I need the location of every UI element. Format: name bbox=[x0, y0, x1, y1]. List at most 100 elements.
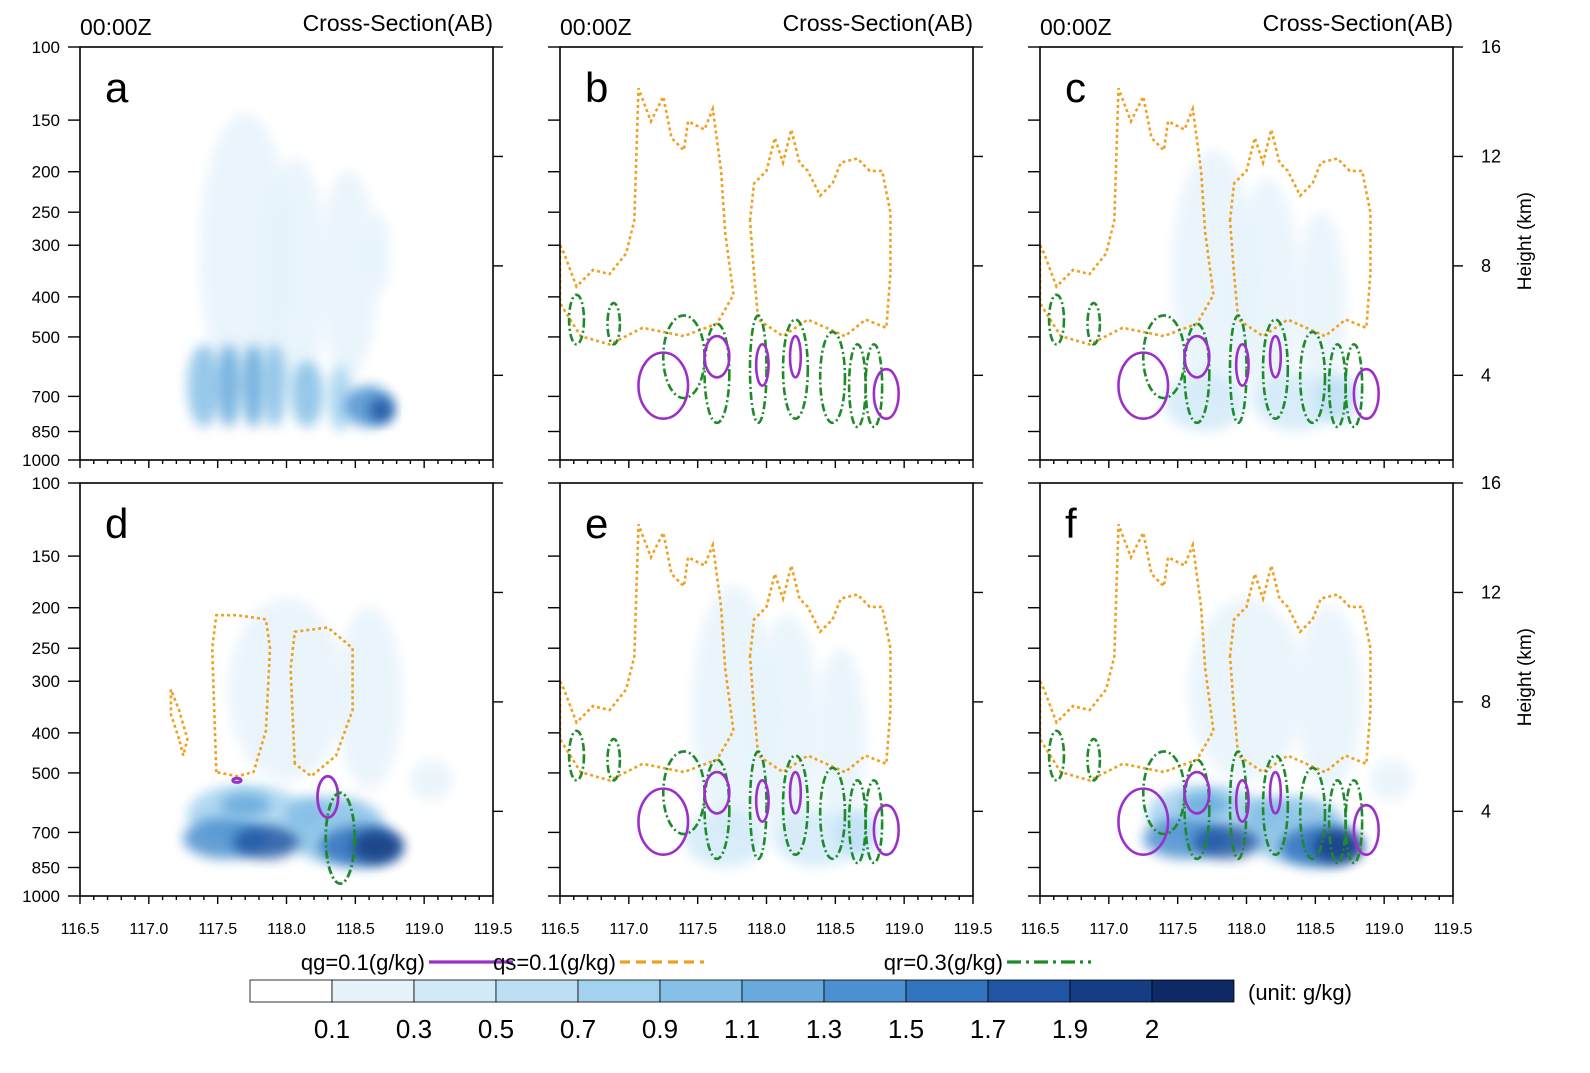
qr-contour bbox=[1086, 737, 1102, 782]
shading-patch bbox=[369, 398, 394, 423]
x-tick-label: 117.0 bbox=[1089, 921, 1128, 938]
colorbar-cell bbox=[823, 979, 907, 1003]
qr-contour bbox=[1344, 779, 1364, 865]
shading-patch bbox=[1188, 598, 1305, 781]
panel-label: d bbox=[105, 500, 128, 547]
colorbar-level-label: 1.5 bbox=[888, 1014, 924, 1044]
qr-contour bbox=[781, 754, 810, 857]
pressure-tick-label: 700 bbox=[32, 823, 60, 842]
qr-contour bbox=[1047, 293, 1066, 346]
qr-contour bbox=[1261, 754, 1290, 857]
legend-label: qr=0.3(g/kg) bbox=[884, 950, 1003, 975]
colorbar-cell bbox=[987, 979, 1071, 1003]
qs-contour bbox=[1040, 87, 1215, 346]
qr-contour bbox=[1261, 318, 1290, 421]
colorbar-level-label: 0.9 bbox=[642, 1014, 678, 1044]
colorbar-level-label: 0.1 bbox=[314, 1014, 350, 1044]
pressure-tick-label: 300 bbox=[32, 236, 60, 255]
height-tick-label: 16 bbox=[1481, 37, 1501, 57]
panel-label: f bbox=[1065, 500, 1077, 547]
panel-plot-area bbox=[169, 598, 452, 886]
qr-contour bbox=[818, 766, 847, 861]
shading-patch bbox=[261, 158, 328, 390]
qr-contour bbox=[606, 301, 622, 346]
qg-contour bbox=[231, 776, 243, 784]
shading-patch bbox=[216, 344, 242, 427]
x-tick-label: 116.5 bbox=[61, 921, 100, 938]
pressure-tick-label: 400 bbox=[32, 724, 60, 743]
shading-patch bbox=[232, 825, 299, 859]
shading-patch bbox=[410, 759, 452, 802]
panel-plot-area bbox=[560, 87, 900, 429]
section-title: Cross-Section(AB) bbox=[303, 10, 493, 36]
shading-patch bbox=[290, 360, 324, 427]
pressure-tick-label: 300 bbox=[32, 672, 60, 691]
shading-patch bbox=[327, 365, 353, 432]
qr-contour bbox=[1298, 766, 1327, 861]
qg-contour bbox=[703, 334, 731, 379]
colorbar-level-label: 1.3 bbox=[806, 1014, 842, 1044]
panel-plot-area bbox=[1040, 523, 1412, 868]
x-tick-label: 119.5 bbox=[954, 921, 993, 938]
x-tick-label: 118.0 bbox=[747, 921, 786, 938]
x-tick-label: 116.5 bbox=[541, 921, 580, 938]
qs-contour bbox=[1228, 565, 1372, 774]
colorbar-cell bbox=[577, 979, 661, 1003]
colorbar: 0.1 0.3 0.5 0.7 0.9 1.1 1.3 1.5 1.7 1.9 2 (unit: g/… bbox=[249, 979, 1352, 1044]
time-label: 00:00Z bbox=[80, 14, 152, 40]
colorbar-cell bbox=[741, 979, 825, 1003]
panel-plot-area bbox=[187, 113, 394, 432]
x-tick-label: 118.5 bbox=[816, 921, 855, 938]
shading-patch bbox=[241, 344, 266, 427]
x-tick-label: 119.5 bbox=[474, 921, 513, 938]
height-axis-title: Height (km) bbox=[1515, 192, 1536, 290]
x-tick-label: 118.0 bbox=[1227, 921, 1266, 938]
shading-patch bbox=[1192, 825, 1259, 859]
colorbar-level-label: 1.9 bbox=[1052, 1014, 1088, 1044]
qr-contour bbox=[1183, 758, 1211, 861]
panel-label: e bbox=[585, 500, 608, 547]
shading-patch bbox=[774, 809, 858, 868]
panel-plot-area bbox=[560, 523, 900, 868]
pressure-tick-label: 100 bbox=[32, 474, 60, 493]
panel-label: b bbox=[585, 64, 608, 111]
panel-label: c bbox=[1065, 64, 1086, 111]
x-tick-label: 119.0 bbox=[885, 921, 924, 938]
shading-patch bbox=[1254, 373, 1338, 432]
pressure-tick-label: 100 bbox=[32, 38, 60, 57]
qs-contour bbox=[1228, 129, 1372, 338]
qg-contour bbox=[872, 803, 900, 856]
panel-plot-area bbox=[1040, 87, 1380, 432]
time-label: 00:00Z bbox=[1040, 14, 1112, 40]
qs-contour bbox=[748, 129, 892, 338]
qg-contour bbox=[1234, 779, 1250, 823]
colorbar-level-label: 0.3 bbox=[396, 1014, 432, 1044]
shading-patch bbox=[220, 792, 270, 818]
shading-patch bbox=[1246, 796, 1288, 830]
qr-contour bbox=[606, 737, 622, 782]
colorbar-cell bbox=[249, 979, 333, 1003]
pressure-tick-label: 400 bbox=[32, 288, 60, 307]
pressure-tick-label: 200 bbox=[32, 599, 60, 618]
shading-patch bbox=[352, 829, 403, 863]
qr-contour bbox=[703, 758, 731, 861]
contour-legend: qg=0.1(g/kg) qs=0.1(g/kg) qr=0.3(g/kg) bbox=[301, 950, 1091, 975]
x-tick-label: 117.5 bbox=[678, 921, 717, 938]
shading-patch bbox=[836, 809, 879, 859]
panel-a: 00:00Z Cross-Section(AB) a 100 150 200 250 300 4… bbox=[22, 10, 503, 470]
x-tick-label: 116.5 bbox=[1021, 921, 1060, 938]
legend-item: qg=0.1(g/kg) bbox=[301, 950, 513, 975]
height-tick-label: 12 bbox=[1481, 146, 1501, 166]
qg-contour bbox=[703, 770, 731, 815]
height-axis-title: Height (km) bbox=[1515, 628, 1536, 726]
qr-contour bbox=[567, 729, 586, 782]
qs-contour bbox=[1040, 523, 1215, 782]
qs-contour bbox=[210, 613, 272, 778]
shading-patch bbox=[1234, 179, 1301, 411]
qg-contour bbox=[1183, 770, 1211, 815]
qr-contour bbox=[661, 314, 706, 400]
qg-contour bbox=[1117, 351, 1170, 420]
panel-b: 00:00Z Cross-Section(AB) b bbox=[548, 10, 983, 468]
qr-contour bbox=[1183, 322, 1211, 425]
